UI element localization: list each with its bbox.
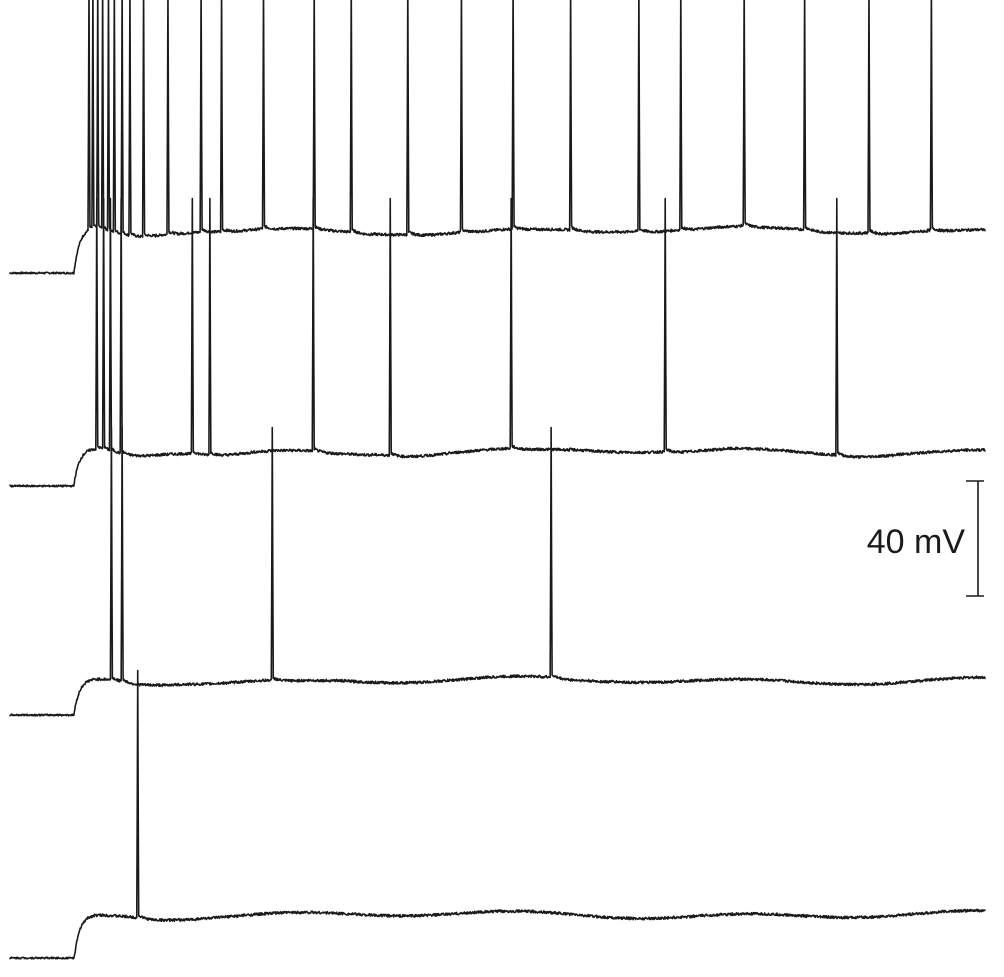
traces-group bbox=[9, 0, 986, 960]
trace-3-line bbox=[9, 426, 986, 717]
scale-bar-label: 40 mV bbox=[867, 523, 966, 561]
scale-bar: 40 mV bbox=[867, 480, 984, 597]
trace-2-line bbox=[9, 197, 986, 488]
trace-4-line bbox=[9, 669, 986, 960]
trace-1-line bbox=[9, 0, 986, 275]
